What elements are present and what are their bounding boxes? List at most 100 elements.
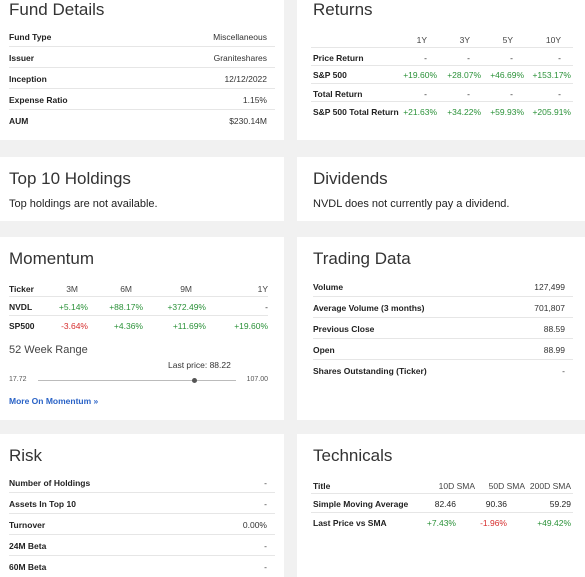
fund-type-row: Fund Type Miscellaneous	[9, 26, 275, 47]
col-header-10d-sma: 10D SMA	[438, 481, 475, 491]
last-price-label: Last price: 88.22	[168, 360, 231, 370]
row-divider	[311, 83, 573, 84]
card-title: Returns	[313, 0, 373, 19]
card-title: Fund Details	[9, 0, 105, 19]
row-label: Inception	[9, 74, 47, 84]
col-header-50d-sma: 50D SMA	[488, 481, 525, 491]
row-label: Open	[313, 345, 335, 355]
col-header-200d-sma: 200D SMA	[529, 481, 571, 491]
col-header-1y: 1Y	[257, 284, 268, 294]
row-label: 60M Beta	[9, 562, 47, 572]
col-header-9m: 9M	[180, 284, 192, 294]
cell: +5.14%	[58, 302, 88, 312]
row-label: AUM	[9, 116, 29, 126]
row-divider	[311, 512, 573, 513]
turnover-row: Turnover 0.00%	[9, 514, 275, 535]
fund-details-card: Fund Details Fund Type Miscellaneous Issu…	[0, 0, 284, 140]
row-divider	[311, 101, 573, 102]
row-label: Assets In Top 10	[9, 499, 76, 509]
row-label: Fund Type	[9, 32, 52, 42]
row-label: Average Volume (3 months)	[313, 303, 425, 313]
cell: +49.42%	[537, 518, 571, 528]
row-divider	[311, 65, 573, 66]
row-value: -	[264, 499, 267, 509]
row-value: Miscellaneous	[213, 32, 267, 42]
row-label: Issuer	[9, 53, 35, 63]
cell: +28.07%	[447, 70, 481, 80]
range-marker	[191, 378, 197, 383]
number-of-holdings-row: Number of Holdings -	[9, 472, 275, 493]
range-low: 17.72	[9, 376, 27, 383]
row-value: -	[264, 541, 267, 551]
row-value: 88.99	[543, 345, 565, 355]
row-value: -	[264, 478, 267, 488]
cell: -	[467, 53, 470, 63]
row-divider	[9, 315, 268, 316]
cell: +205.91%	[532, 107, 571, 117]
col-header-6m: 6M	[120, 284, 132, 294]
assets-top10-row: Assets In Top 10 -	[9, 493, 275, 514]
card-title: Top 10 Holdings	[9, 169, 131, 188]
expense-ratio-row: Expense Ratio 1.15%	[9, 89, 275, 110]
returns-card: Returns 1Y 3Y 5Y 10Y Price Return - - - …	[297, 0, 585, 140]
more-on-momentum-link[interactable]: More On Momentum »	[9, 396, 99, 406]
cell: -	[510, 53, 513, 63]
cell: +4.36%	[113, 321, 143, 331]
cell: -	[558, 53, 561, 63]
col-header-1y: 1Y	[416, 35, 427, 45]
range-track	[38, 378, 236, 383]
row-label: Volume	[313, 282, 344, 292]
cell: -	[510, 89, 513, 99]
col-header-3y: 3Y	[459, 35, 470, 45]
cell: -	[467, 89, 470, 99]
inception-row: Inception 12/12/2022	[9, 68, 275, 89]
row-value: Graniteshares	[213, 53, 267, 63]
cell: -	[424, 53, 427, 63]
issuer-row: Issuer Graniteshares	[9, 47, 275, 68]
cell: +34.22%	[447, 107, 481, 117]
cell: +21.63%	[403, 107, 437, 117]
cell: +59.93%	[490, 107, 524, 117]
header-divider	[311, 47, 573, 48]
open-row: Open 88.99	[313, 339, 573, 360]
row-label: Turnover	[9, 520, 46, 530]
header-divider	[9, 296, 268, 297]
technicals-card: Technicals Title 10D SMA 50D SMA 200D SM…	[297, 434, 585, 577]
cell: -3.64%	[61, 321, 88, 331]
col-header-ticker: Ticker	[9, 284, 34, 294]
ticker-sp500: SP500	[9, 321, 35, 331]
row-value: -	[562, 366, 565, 376]
cell: -	[265, 302, 268, 312]
trading-data-card: Trading Data Volume 127,499 Average Volum…	[297, 237, 585, 420]
cell: +7.43%	[426, 518, 456, 528]
cell: +153.17%	[532, 70, 571, 80]
beta-24m-row: 24M Beta -	[9, 535, 275, 556]
beta-60m-row: 60M Beta -	[9, 556, 275, 577]
row-label: 24M Beta	[9, 541, 47, 551]
volume-row: Volume 127,499	[313, 276, 573, 297]
risk-card: Risk Number of Holdings - Assets In Top 1…	[0, 434, 284, 577]
cell: -1.96%	[480, 518, 507, 528]
range-title: 52 Week Range	[9, 344, 88, 356]
cell: +19.60%	[234, 321, 268, 331]
cell: -	[424, 89, 427, 99]
row-label-sp500: S&P 500	[313, 70, 347, 80]
cell: +372.49%	[167, 302, 206, 312]
ticker-nvdl: NVDL	[9, 302, 33, 312]
previous-close-row: Previous Close 88.59	[313, 318, 573, 339]
cell: +19.60%	[403, 70, 437, 80]
row-label-sma: Simple Moving Average	[313, 499, 409, 509]
top10-message: Top holdings are not available.	[9, 198, 158, 210]
cell: +11.69%	[172, 321, 206, 331]
avg-volume-row: Average Volume (3 months) 701,807	[313, 297, 573, 318]
dividends-card: Dividends NVDL does not currently pay a …	[297, 157, 585, 221]
cell: 90.36	[485, 499, 507, 509]
row-label: Previous Close	[313, 324, 375, 334]
card-title: Momentum	[9, 249, 95, 268]
row-label-sp500-total-return: S&P 500 Total Return	[313, 107, 399, 117]
row-value: 1.15%	[242, 95, 267, 105]
cell: -	[558, 89, 561, 99]
range-high: 107.00	[246, 376, 268, 383]
dividends-message: NVDL does not currently pay a dividend.	[313, 198, 510, 210]
row-value: 127,499	[534, 282, 565, 292]
